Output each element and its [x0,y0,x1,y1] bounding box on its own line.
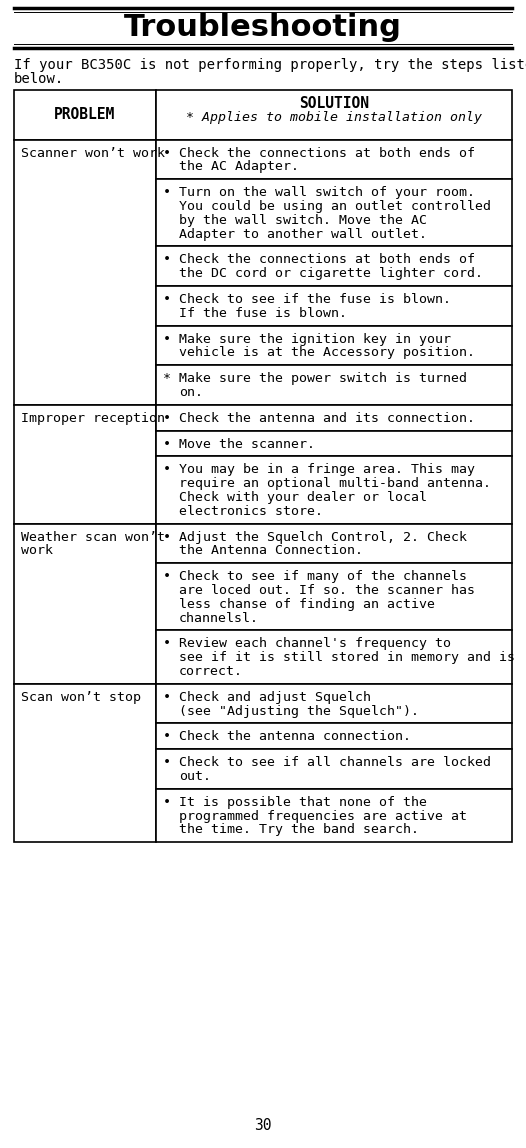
Text: by the wall switch. Move the AC: by the wall switch. Move the AC [179,214,427,227]
Text: require an optional multi-band antenna.: require an optional multi-band antenna. [179,478,491,490]
Text: see if it is still stored in memory and is: see if it is still stored in memory and … [179,651,515,665]
Text: Scanner won’t work: Scanner won’t work [21,147,165,160]
Text: •: • [163,333,171,346]
Bar [14,140,156,405]
Text: Check the connections at both ends of: Check the connections at both ends of [179,254,475,266]
Text: work: work [21,544,53,558]
Text: •: • [163,796,171,809]
Text: Improper reception: Improper reception [21,412,165,425]
Text: Check the antenna connection.: Check the antenna connection. [179,730,411,744]
Bar [156,405,512,430]
Bar [156,457,512,523]
Text: Review each channel's frequency to: Review each channel's frequency to [179,637,451,651]
Text: •: • [163,147,171,160]
Bar [156,247,512,286]
Text: below.: below. [14,72,64,86]
Text: •: • [163,293,171,307]
Text: 30: 30 [254,1118,272,1133]
Text: channelsl.: channelsl. [179,612,259,625]
Bar [156,90,512,140]
Text: the AC Adapter.: the AC Adapter. [179,161,299,173]
Bar [156,630,512,684]
Text: the DC cord or cigarette lighter cord.: the DC cord or cigarette lighter cord. [179,267,483,280]
Text: •: • [163,571,171,583]
Text: Adjust the Squelch Control, 2. Check: Adjust the Squelch Control, 2. Check [179,530,467,544]
Text: the Antenna Connection.: the Antenna Connection. [179,544,363,558]
Bar [156,326,512,365]
Text: •: • [163,464,171,476]
Bar [156,430,512,457]
Text: If the fuse is blown.: If the fuse is blown. [179,307,347,320]
Text: Check the antenna and its connection.: Check the antenna and its connection. [179,412,475,425]
Text: •: • [163,437,171,451]
Text: You may be in a fringe area. This may: You may be in a fringe area. This may [179,464,475,476]
Bar [156,723,512,750]
Bar [156,750,512,789]
Text: less chanse of finding an active: less chanse of finding an active [179,598,435,611]
Bar [14,405,156,523]
Text: Adapter to another wall outlet.: Adapter to another wall outlet. [179,227,427,241]
Text: * Applies to mobile installation only: * Applies to mobile installation only [186,111,482,124]
Text: •: • [163,254,171,266]
Text: •: • [163,637,171,651]
Bar [14,523,156,684]
Text: SOLUTION: SOLUTION [299,96,369,111]
Text: Troubleshooting: Troubleshooting [124,14,402,42]
Text: •: • [163,730,171,744]
Bar [14,684,156,843]
Text: Check to see if many of the channels: Check to see if many of the channels [179,571,467,583]
Bar [156,179,512,247]
Bar [156,523,512,564]
Text: If your BC350C is not performing properly, try the steps listed: If your BC350C is not performing properl… [14,59,526,72]
Bar [156,564,512,630]
Text: Check the connections at both ends of: Check the connections at both ends of [179,147,475,160]
Text: •: • [163,412,171,425]
Text: (see "Adjusting the Squelch").: (see "Adjusting the Squelch"). [179,705,419,718]
Bar [156,789,512,843]
Text: on.: on. [179,386,203,400]
Text: It is possible that none of the: It is possible that none of the [179,796,427,809]
Bar [156,286,512,326]
Text: vehicle is at the Accessory position.: vehicle is at the Accessory position. [179,347,475,359]
Text: Move the scanner.: Move the scanner. [179,437,315,451]
Text: Weather scan won’t: Weather scan won’t [21,530,165,544]
Text: out.: out. [179,770,211,783]
Text: Check with your dealer or local: Check with your dealer or local [179,491,427,504]
Bar [14,90,156,140]
Text: You could be using an outlet controlled: You could be using an outlet controlled [179,200,491,214]
Text: •: • [163,530,171,544]
Text: •: • [163,186,171,200]
Text: Check to see if all channels are locked: Check to see if all channels are locked [179,757,491,769]
Text: Make sure the power switch is turned: Make sure the power switch is turned [179,372,467,386]
Text: are loced out. If so. the scanner has: are loced out. If so. the scanner has [179,584,475,597]
Text: *: * [163,372,171,386]
Text: electronics store.: electronics store. [179,505,323,518]
Text: Make sure the ignition key in your: Make sure the ignition key in your [179,333,451,346]
Bar [156,140,512,179]
Bar [156,684,512,723]
Text: Scan won’t stop: Scan won’t stop [21,691,141,704]
Text: Check and adjust Squelch: Check and adjust Squelch [179,691,371,704]
Bar [156,365,512,405]
Text: the time. Try the band search.: the time. Try the band search. [179,823,419,837]
Text: programmed frequencies are active at: programmed frequencies are active at [179,809,467,823]
Text: Turn on the wall switch of your room.: Turn on the wall switch of your room. [179,186,475,200]
Text: Check to see if the fuse is blown.: Check to see if the fuse is blown. [179,293,451,307]
Text: •: • [163,757,171,769]
Text: •: • [163,691,171,704]
Text: correct.: correct. [179,665,243,678]
Text: PROBLEM: PROBLEM [54,107,116,122]
